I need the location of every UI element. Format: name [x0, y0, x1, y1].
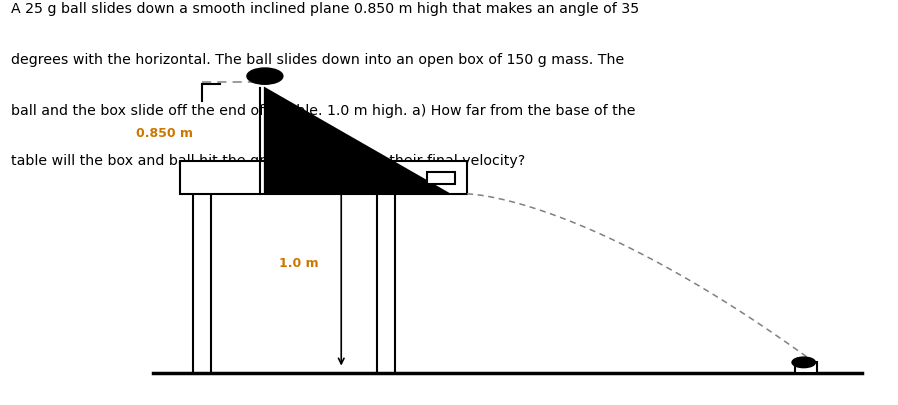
Circle shape	[247, 69, 283, 85]
Text: degrees with the horizontal. The ball slides down into an open box of 150 g mass: degrees with the horizontal. The ball sl…	[11, 53, 624, 66]
Text: 0.850 m: 0.850 m	[136, 127, 193, 140]
Circle shape	[792, 357, 815, 368]
Text: A 25 g ball slides down a smooth inclined plane 0.850 m high that makes an angle: A 25 g ball slides down a smooth incline…	[11, 2, 639, 16]
Polygon shape	[795, 362, 817, 373]
Text: 1.0 m: 1.0 m	[279, 257, 319, 270]
Polygon shape	[265, 89, 449, 194]
Text: ball and the box slide off the end of a table. 1.0 m high. a) How far from the b: ball and the box slide off the end of a …	[11, 103, 635, 117]
Polygon shape	[180, 162, 467, 194]
Polygon shape	[427, 173, 455, 184]
Text: table will the box and ball hit the ground? b) What is their final velocity?: table will the box and ball hit the grou…	[11, 154, 525, 168]
